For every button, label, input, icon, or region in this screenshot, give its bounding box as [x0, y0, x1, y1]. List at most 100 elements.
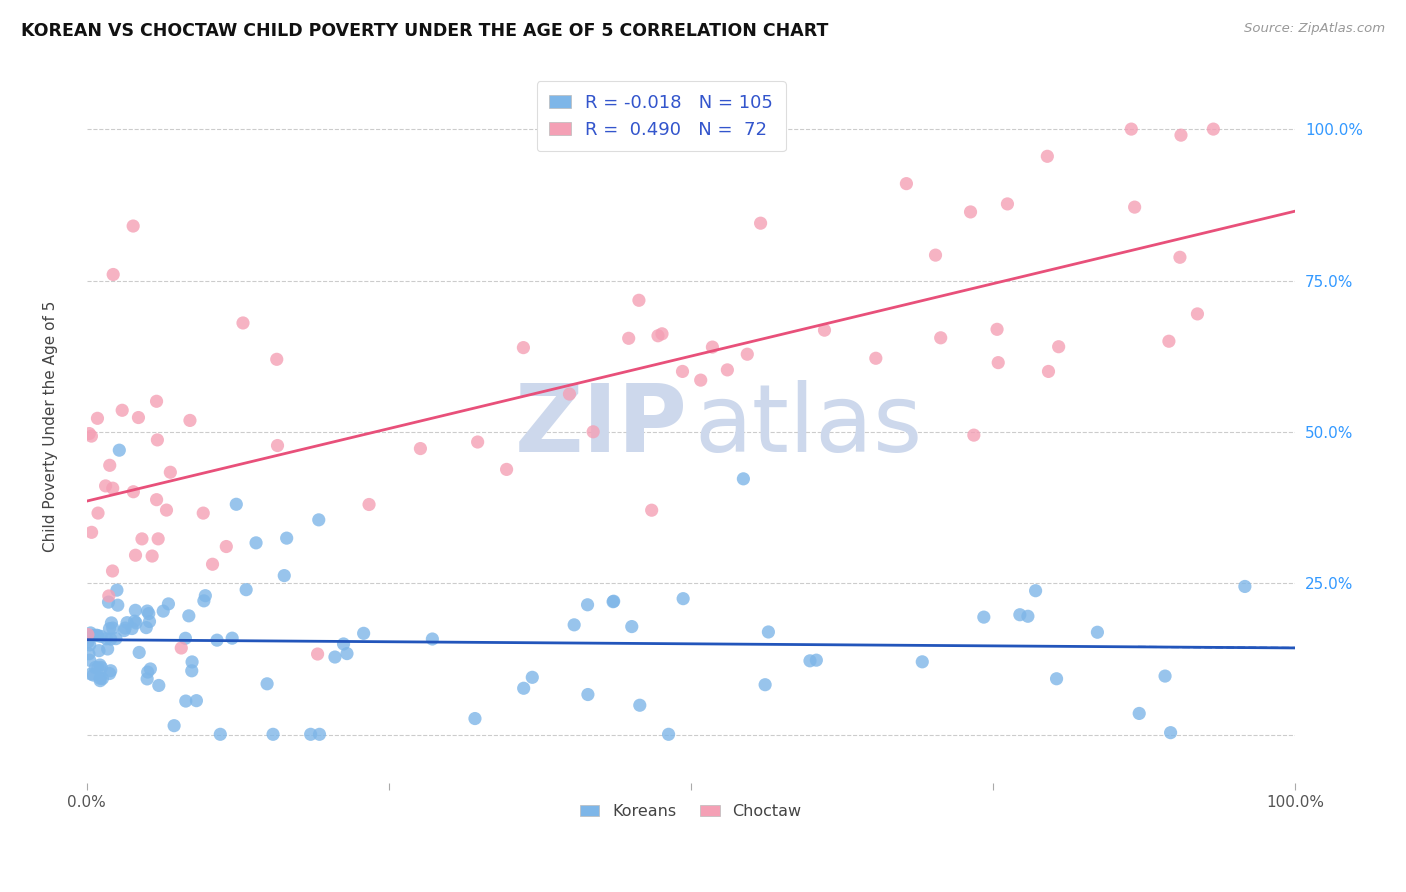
Point — [576, 688, 599, 702]
Point — [103, 268, 125, 282]
Point — [111, 403, 134, 417]
Point — [409, 442, 432, 456]
Point — [602, 594, 624, 608]
Point — [104, 632, 127, 646]
Point — [735, 347, 758, 361]
Point — [128, 645, 150, 659]
Point — [467, 435, 489, 450]
Point — [87, 661, 110, 675]
Point — [131, 532, 153, 546]
Point — [79, 638, 101, 652]
Text: atlas: atlas — [695, 380, 922, 472]
Point — [235, 582, 257, 597]
Point — [148, 678, 170, 692]
Point — [157, 597, 180, 611]
Point — [658, 727, 681, 741]
Point — [97, 589, 120, 603]
Point — [136, 672, 159, 686]
Point — [100, 664, 122, 678]
Point — [100, 615, 122, 630]
Point — [308, 727, 330, 741]
Point — [136, 665, 159, 679]
Point — [89, 673, 111, 688]
Point — [215, 540, 238, 554]
Point — [121, 622, 143, 636]
Point — [464, 712, 486, 726]
Point — [98, 622, 121, 636]
Point — [963, 428, 986, 442]
Point — [122, 484, 145, 499]
Point — [124, 548, 146, 562]
Point — [77, 647, 100, 661]
Point — [201, 558, 224, 572]
Point — [1168, 250, 1191, 264]
Point — [266, 352, 288, 367]
Point — [558, 387, 581, 401]
Point — [1157, 334, 1180, 349]
Point — [651, 326, 673, 341]
Point — [620, 619, 643, 633]
Point — [193, 506, 215, 520]
Point — [205, 633, 228, 648]
Point — [105, 583, 128, 598]
Point — [813, 323, 835, 337]
Point — [924, 248, 946, 262]
Point — [91, 672, 114, 686]
Point — [152, 604, 174, 618]
Point — [640, 503, 662, 517]
Point — [602, 595, 624, 609]
Point — [562, 617, 585, 632]
Point — [987, 356, 1010, 370]
Point — [114, 621, 136, 635]
Point — [76, 627, 98, 641]
Point — [98, 666, 121, 681]
Point — [806, 653, 828, 667]
Point — [86, 411, 108, 425]
Point — [672, 591, 695, 606]
Point — [754, 678, 776, 692]
Point — [86, 628, 108, 642]
Point — [87, 643, 110, 657]
Point — [262, 727, 284, 741]
Point — [90, 660, 112, 674]
Point — [353, 626, 375, 640]
Point — [155, 503, 177, 517]
Point — [77, 426, 100, 441]
Point — [174, 632, 197, 646]
Text: KOREAN VS CHOCTAW CHILD POVERTY UNDER THE AGE OF 5 CORRELATION CHART: KOREAN VS CHOCTAW CHILD POVERTY UNDER TH… — [21, 22, 828, 40]
Point — [1128, 706, 1150, 721]
Point — [1045, 672, 1067, 686]
Point — [1087, 625, 1109, 640]
Point — [96, 632, 118, 646]
Point — [159, 465, 181, 479]
Point — [522, 670, 544, 684]
Point — [89, 658, 111, 673]
Point — [80, 525, 103, 540]
Point — [221, 631, 243, 645]
Point — [177, 608, 200, 623]
Point — [1123, 200, 1146, 214]
Y-axis label: Child Poverty Under the Age of 5: Child Poverty Under the Age of 5 — [44, 301, 58, 551]
Point — [1025, 583, 1047, 598]
Point — [115, 615, 138, 630]
Point — [145, 394, 167, 409]
Point — [273, 568, 295, 582]
Point — [170, 640, 193, 655]
Point — [124, 603, 146, 617]
Point — [582, 425, 605, 439]
Point — [100, 632, 122, 646]
Point — [80, 667, 103, 681]
Point — [986, 322, 1008, 336]
Point — [702, 340, 724, 354]
Point — [1154, 669, 1177, 683]
Text: Source: ZipAtlas.com: Source: ZipAtlas.com — [1244, 22, 1385, 36]
Point — [1047, 340, 1070, 354]
Point — [758, 624, 780, 639]
Point — [127, 410, 149, 425]
Point — [929, 331, 952, 345]
Text: ZIP: ZIP — [515, 380, 688, 472]
Point — [299, 727, 322, 741]
Point — [136, 604, 159, 618]
Point — [98, 458, 121, 473]
Point — [308, 513, 330, 527]
